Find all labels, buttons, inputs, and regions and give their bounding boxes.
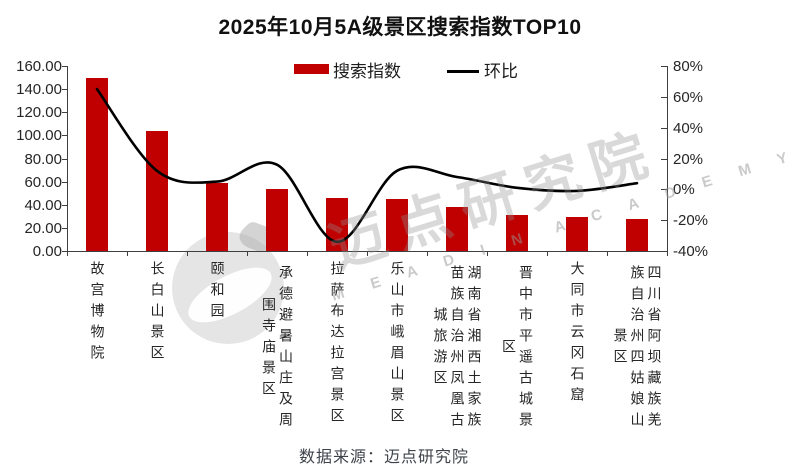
y-axis-tick (62, 158, 67, 160)
x-axis-tick (607, 251, 608, 256)
x-axis-label-column: 族自治州四姑娘山 (629, 265, 646, 433)
x-axis-label: 湖南省湘西土家族 苗族自治州凤凰古 城旅游区 (424, 261, 490, 437)
secondary-y-axis-tick-label: 0% (673, 181, 695, 199)
x-axis-label-column: 长白山景区 (149, 261, 166, 366)
secondary-y-axis-tick-label: -20% (673, 212, 709, 230)
secondary-y-axis-tick-label: 40% (673, 119, 704, 137)
y-axis-tick-label: 140.00 (16, 81, 62, 99)
y-axis-tick (62, 135, 67, 137)
y-axis-tick-label: 60.00 (24, 173, 62, 191)
x-axis-tick (67, 251, 68, 256)
x-axis-tick (127, 251, 128, 256)
secondary-y-axis-tick (661, 66, 667, 67)
x-axis-label-column: 颐和园 (209, 261, 226, 324)
x-axis-label-column: 景区 (612, 328, 629, 370)
x-axis-label-column: 四川省阿坝藏族羌 (646, 265, 663, 433)
legend-line-label: 环比 (484, 62, 518, 81)
legend-bar-label: 搜索指数 (333, 62, 401, 81)
bar-故宫博物院 (86, 77, 108, 251)
y-axis-tick (62, 89, 67, 91)
x-axis-label-column: 城旅游区 (432, 307, 449, 391)
y-axis-tick-label: 40.00 (24, 196, 62, 214)
secondary-y-axis-tick-label: -40% (673, 243, 709, 260)
x-axis-tick (427, 251, 428, 256)
x-axis-label: 拉萨布达拉宫景区 (304, 261, 370, 437)
y-axis-tick-label: 80.00 (24, 150, 62, 168)
secondary-y-axis-tick-label: 20% (673, 150, 704, 168)
x-axis-label-column: 承德避暑山庄及周 (278, 265, 294, 433)
bar-长白山景区 (146, 130, 168, 251)
secondary-y-axis-tick (661, 189, 667, 191)
page-title: 2025年10月5A级景区搜索指数TOP10 (218, 16, 582, 39)
x-axis-tick (187, 251, 188, 256)
x-axis-label-column: 乐山市峨眉山景区 (389, 261, 406, 429)
y-axis-tick (62, 66, 67, 67)
secondary-y-axis-tick-label: 60% (673, 88, 704, 106)
x-axis-label-column: 湖南省湘西土家族 (466, 265, 483, 433)
x-axis-tick (667, 251, 668, 256)
bar-颐和园 (206, 182, 228, 251)
x-axis-label: 故宫博物院 (64, 261, 130, 437)
x-axis-label: 乐山市峨眉山景区 (364, 261, 430, 437)
secondary-y-axis-tick (661, 158, 667, 160)
y-axis-tick (62, 251, 67, 252)
x-axis-label: 颐和园 (184, 261, 250, 437)
x-axis-label-column: 围寺庙景区 (261, 296, 277, 402)
x-axis-label: 晋中市平遥古城景区 (484, 261, 550, 437)
x-axis-tick (367, 251, 368, 256)
secondary-y-axis-tick-label: 80% (673, 58, 704, 75)
x-axis-label-column: 故宫博物院 (89, 261, 106, 366)
bar-大同市云冈石窟 (566, 217, 588, 251)
bar-拉萨布达拉宫景区 (326, 197, 348, 251)
x-axis-label: 四川省阿坝藏族羌 族自治州四姑娘山 景区 (604, 261, 670, 437)
secondary-y-axis-tick (661, 251, 667, 252)
x-axis-label: 承德避暑山庄及周 围寺庙景区 (244, 261, 310, 437)
source-caption: 数据来源：迈点研究院 (298, 449, 469, 466)
bar-四川省阿坝藏族羌族自治州四姑娘山景区 (626, 218, 648, 251)
legend-bar-swatch (294, 64, 329, 74)
x-axis-tick (247, 251, 248, 256)
x-axis-label-column: 晋中市平遥古城景 (518, 265, 534, 433)
y-axis-tick (62, 112, 67, 114)
secondary-y-axis-line (667, 66, 668, 251)
bar-乐山市峨眉山景区 (386, 198, 408, 251)
x-axis-tick (547, 251, 548, 256)
y-axis-line (67, 66, 68, 251)
bar-晋中市平遥古城景区 (506, 215, 528, 251)
secondary-y-axis-tick (661, 96, 667, 98)
y-axis-tick-label: 120.00 (16, 104, 62, 122)
y-axis-tick-label: 160.00 (16, 58, 62, 75)
bar-湖南省湘西土家族苗族自治州凤凰古城旅游区 (446, 207, 468, 251)
y-axis-tick-label: 20.00 (24, 219, 62, 237)
y-axis-tick (62, 181, 67, 183)
y-axis-tick (62, 227, 67, 229)
y-axis-tick (62, 204, 67, 206)
x-axis-tick (487, 251, 488, 256)
x-axis-label-column: 区 (501, 338, 517, 360)
x-axis-label-column: 拉萨布达拉宫景区 (329, 261, 346, 429)
legend-line-swatch (447, 70, 479, 73)
x-axis-label-column: 大同市云冈石窟 (569, 261, 586, 408)
x-axis-tick (307, 251, 308, 256)
x-axis-label: 长白山景区 (124, 261, 190, 437)
bar-承德避暑山庄及周围寺庙景区 (266, 188, 288, 251)
secondary-y-axis-tick (661, 220, 667, 222)
x-axis-label: 大同市云冈石窟 (544, 261, 610, 437)
y-axis-tick-label: 0.00 (32, 243, 62, 260)
y-axis-tick-label: 100.00 (16, 127, 62, 145)
secondary-y-axis-tick (661, 127, 667, 129)
watermark-logo-icon (172, 221, 284, 344)
x-axis-label-column: 苗族自治州凤凰古 (449, 265, 466, 433)
